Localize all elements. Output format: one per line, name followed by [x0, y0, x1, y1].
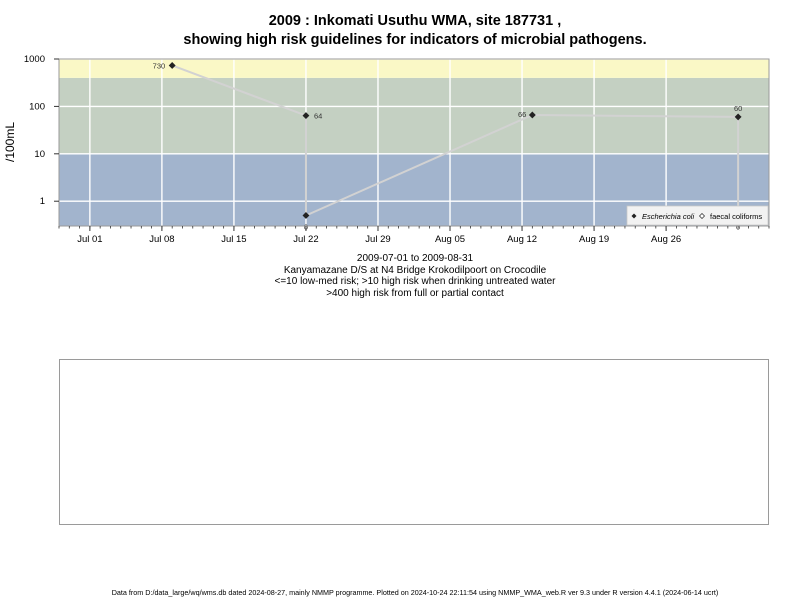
e-coli-point	[528, 111, 536, 119]
x-tick-label: Jul 29	[365, 234, 390, 245]
e-coli-line	[171, 64, 740, 218]
x-tick-label: Jul 08	[149, 234, 174, 245]
empty-panel	[59, 359, 769, 525]
e-coli-point	[168, 62, 176, 69]
data-label: 730	[153, 61, 166, 70]
legend-marker-e-coli	[631, 213, 637, 219]
x-tick-label: Jul 15	[221, 234, 246, 245]
x-tick-label: Jul 22	[293, 234, 318, 245]
y-axis-label: /100mL	[3, 122, 17, 162]
risk-note-contact: >400 high risk from full or partial cont…	[326, 287, 504, 299]
risk-note-drinking: <=10 low-med risk; >10 high risk when dr…	[274, 276, 556, 287]
legend-box	[626, 205, 769, 226]
data-label: 64	[314, 112, 322, 121]
chart-title-line-1: 2009 : Inkomati Usuthu WMA, site 187731 …	[268, 13, 562, 29]
y-tick-label: 100	[29, 101, 45, 112]
risk-band-2	[59, 59, 769, 78]
x-tick-label: Aug 05	[435, 234, 465, 245]
x-tick-label: Jul 01	[77, 234, 102, 245]
y-tick-label: 1	[40, 196, 45, 207]
e-coli-point	[734, 113, 742, 121]
legend-label-e-coli: Escherichia coli	[642, 212, 694, 221]
x-tick-label: Aug 19	[579, 234, 609, 245]
y-axis: 1 10 100 1000	[24, 54, 59, 207]
x-axis: Jul 01 Jul 08 Jul 15 Jul 22 Jul 29 Aug 05 Aug …	[58, 226, 770, 245]
plot-frame	[58, 58, 770, 227]
data-label: 66	[518, 110, 526, 119]
x-tick-label: Aug 12	[507, 234, 537, 245]
x-tick-label: Aug 26	[651, 234, 681, 245]
e-coli-point	[302, 112, 310, 120]
legend-label-faecal-coliforms: faecal coliforms	[710, 212, 762, 221]
e-coli-point	[302, 212, 310, 219]
date-range: 2009-07-01 to 2009-08-31	[356, 253, 474, 264]
site-name: Kanyamazane D/S at N4 Bridge Krokodilpoo…	[283, 264, 547, 276]
chart-title-line-2: showing high risk guidelines for indicat…	[183, 32, 647, 48]
legend: Escherichia coli faecal coliforms	[626, 205, 769, 226]
data-label: 60	[734, 104, 742, 113]
series-lines	[171, 64, 740, 218]
legend-marker-faecal-coliforms	[699, 213, 705, 219]
footer-note: Data from D:/data_large/wq/wms.db dated …	[111, 588, 719, 597]
y-tick-label: 1000	[24, 54, 45, 65]
y-tick-label: 10	[34, 149, 45, 160]
